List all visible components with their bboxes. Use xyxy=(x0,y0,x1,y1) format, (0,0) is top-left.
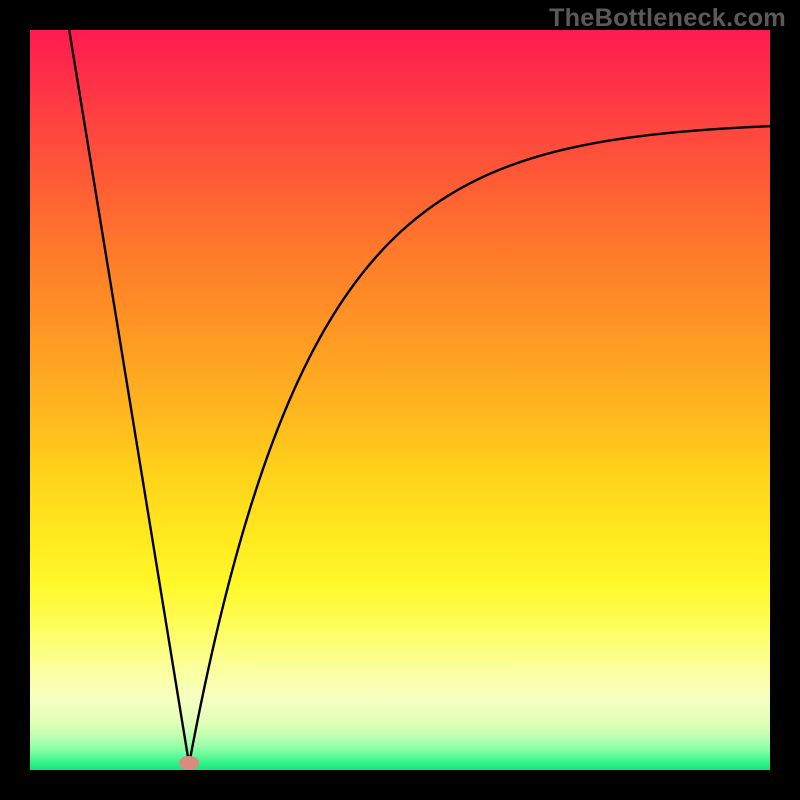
chart-background xyxy=(30,30,770,770)
optimum-marker xyxy=(179,756,199,770)
bottleneck-chart xyxy=(0,0,800,800)
figure-root: TheBottleneck.com xyxy=(0,0,800,800)
watermark-text: TheBottleneck.com xyxy=(549,4,786,33)
